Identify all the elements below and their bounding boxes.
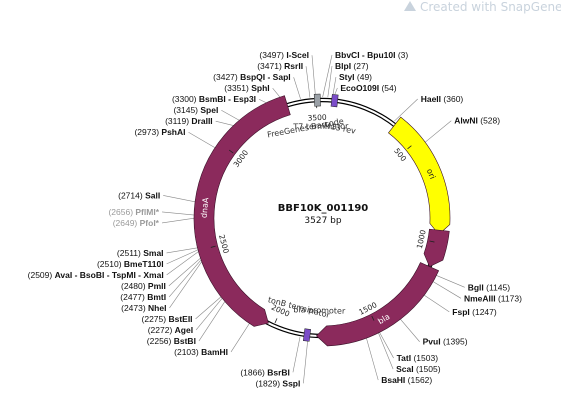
feature-dnaa-label: dnaA bbox=[200, 197, 211, 219]
site-bmet110i[interactable]: (2510) BmeT110I bbox=[97, 259, 164, 269]
site-smai[interactable]: (2511) SmaI bbox=[117, 248, 164, 258]
site-sali[interactable]: (2714) SalI bbox=[118, 190, 160, 200]
leader-line bbox=[198, 295, 230, 342]
site-bsrbi[interactable]: (1866) BsrBI bbox=[240, 367, 290, 377]
leader-line bbox=[195, 292, 228, 331]
leader-line bbox=[305, 66, 311, 98]
site-styi[interactable]: StyI (49) bbox=[339, 72, 372, 82]
site-agei[interactable]: (2272) AgeI bbox=[148, 325, 193, 335]
site-alwni[interactable]: AlwNI (528) bbox=[454, 116, 500, 126]
site-bamhi[interactable]: (2103) BamHI bbox=[174, 347, 228, 357]
inner-label-bla-promoter: bla promoter bbox=[293, 305, 346, 316]
site-bmti[interactable]: (2477) BmtI bbox=[120, 292, 166, 302]
tick-mark-1500 bbox=[371, 315, 375, 321]
leader-line bbox=[322, 54, 333, 98]
tick-label-1000: 1000 bbox=[415, 229, 428, 250]
leader-line bbox=[311, 55, 316, 98]
site-bstbi[interactable]: (2256) BstBI bbox=[147, 336, 196, 346]
site-pflmi[interactable]: (2656) PflMI* bbox=[108, 207, 159, 217]
site-spei[interactable]: (3145) SpeI bbox=[173, 105, 218, 115]
site-pshai[interactable]: (2973) PshAI bbox=[134, 127, 185, 137]
site-sphi[interactable]: (3351) SphI bbox=[224, 83, 269, 93]
feature-ori[interactable] bbox=[388, 116, 451, 235]
leader-line bbox=[332, 76, 337, 98]
promoter-marker[interactable] bbox=[302, 328, 312, 342]
site-bsteii[interactable]: (2275) BstEII bbox=[142, 314, 193, 324]
site-bsahi[interactable]: BsaHI (1562) bbox=[381, 375, 432, 385]
watermark-text: Created with SnapGene® bbox=[420, 0, 561, 14]
barcode-marker[interactable] bbox=[313, 93, 321, 107]
site-pvui[interactable]: PvuI (1395) bbox=[423, 337, 468, 347]
leader-line bbox=[303, 338, 309, 384]
site-nhei[interactable]: (2473) NheI bbox=[121, 303, 166, 313]
site-bbvci-bpu10i[interactable]: BbvCI - Bpu10I (3) bbox=[335, 50, 408, 60]
tick-mark-2500 bbox=[210, 245, 216, 248]
tick-mark-500 bbox=[407, 145, 412, 150]
tick-mark-3000 bbox=[228, 149, 234, 154]
inner-label-t7-terminator: T7 terminator bbox=[292, 122, 349, 132]
feature-ori-label: ori bbox=[425, 167, 437, 180]
site-fspi[interactable]: FspI (1247) bbox=[452, 307, 497, 317]
m13-marker[interactable] bbox=[330, 94, 339, 108]
snapgene-watermark: Created with SnapGene® bbox=[404, 0, 561, 14]
leader-line bbox=[292, 336, 301, 373]
site-draiii[interactable]: (3119) DraIII bbox=[165, 116, 213, 126]
leader-line bbox=[375, 326, 394, 370]
site-avai-bsobi-tspmi-xmai[interactable]: (2509) AvaI - BsoBI - TspMI - XmaI bbox=[28, 270, 164, 280]
site-bsmbi-esp3i[interactable]: (3300) BsmBI - Esp3I bbox=[172, 94, 256, 104]
feature-dnaa[interactable] bbox=[193, 95, 291, 327]
leader-line bbox=[168, 253, 207, 298]
site-bgli[interactable]: BglI (1145) bbox=[468, 282, 511, 292]
site-pfoi[interactable]: (2649) PfoI* bbox=[113, 218, 160, 228]
leader-line bbox=[364, 331, 379, 381]
site-bspqi-sapi[interactable]: (3427) BspQI - SapI bbox=[213, 72, 290, 82]
tick-mark-2000 bbox=[274, 318, 278, 324]
leader-line bbox=[168, 252, 207, 287]
site-pmli[interactable]: (2480) PmlI bbox=[121, 281, 166, 291]
site-rsrii[interactable]: (3471) RsrII bbox=[257, 61, 303, 71]
leader-line bbox=[293, 77, 301, 100]
tick-mark-1000 bbox=[429, 240, 435, 243]
feature-unnamed-3[interactable] bbox=[423, 228, 450, 268]
leader-line bbox=[394, 98, 418, 122]
site-blpi[interactable]: BlpI (27) bbox=[335, 61, 369, 71]
plasmid-length: 3527 bp bbox=[304, 216, 341, 226]
site-i-scei[interactable]: (3497) I-SceI bbox=[259, 50, 309, 60]
snapgene-logo-icon bbox=[404, 1, 416, 11]
site-nmeaiii[interactable]: NmeAIII (1173) bbox=[464, 293, 522, 303]
site-sspi[interactable]: (1829) SspI bbox=[255, 378, 300, 388]
leader-line bbox=[327, 65, 333, 98]
site-ecoo109i[interactable]: EcoO109I (54) bbox=[340, 83, 396, 93]
site-tati[interactable]: TatI (1503) bbox=[397, 353, 439, 363]
site-haeii[interactable]: HaeII (360) bbox=[421, 94, 464, 104]
tick-label-3500: 3500 bbox=[307, 113, 327, 123]
feature-bla[interactable] bbox=[315, 262, 440, 347]
plasmid-name: BBF10K_001190 bbox=[278, 203, 369, 214]
site-scai[interactable]: ScaI (1505) bbox=[396, 364, 441, 374]
leader-line bbox=[169, 254, 207, 309]
